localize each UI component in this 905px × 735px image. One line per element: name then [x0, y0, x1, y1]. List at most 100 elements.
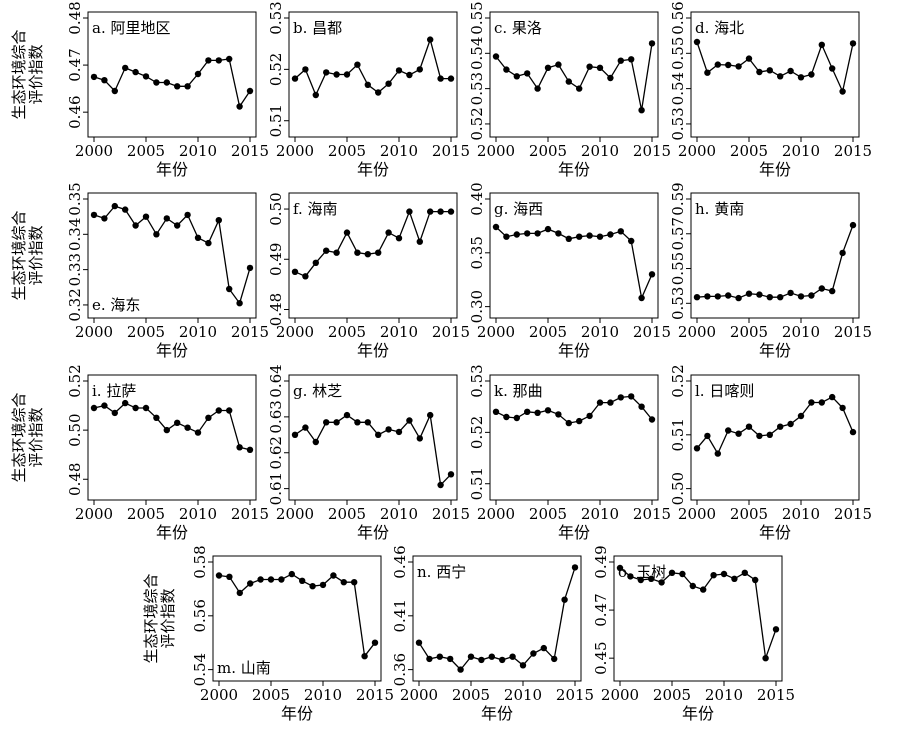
y-axis-label-line: 评价指数 [159, 588, 177, 648]
series-line [218, 573, 376, 658]
data-point [555, 61, 562, 68]
y-tick-label: 0.46 [66, 95, 84, 128]
data-point [745, 290, 753, 297]
data-point [333, 71, 340, 78]
y-tick-label: 0.56 [191, 599, 209, 632]
data-point [375, 431, 382, 438]
data-point [333, 249, 340, 256]
data-point [668, 569, 676, 576]
data-point [565, 419, 572, 427]
x-tick-label: 2000 [75, 323, 113, 341]
data-point [829, 65, 836, 72]
data-point [309, 583, 316, 590]
y-tick-label: 0.40 [468, 182, 486, 215]
data-point [226, 55, 233, 63]
panel-title: a. 阿里地区 [92, 19, 170, 37]
data-point [693, 445, 701, 452]
data-point [693, 294, 701, 301]
data-point [565, 235, 572, 242]
data-point [406, 417, 413, 424]
data-point [174, 83, 181, 90]
data-point [447, 75, 455, 82]
data-point [427, 208, 434, 215]
y-tick-label: 0.52 [468, 107, 486, 140]
data-point [457, 666, 464, 673]
x-tick-label: 2010 [782, 142, 820, 160]
data-point [524, 408, 531, 415]
y-tick-label: 0.46 [391, 545, 409, 578]
data-point [596, 64, 604, 72]
data-point [607, 74, 614, 82]
data-point [829, 393, 836, 401]
data-point [246, 87, 254, 95]
x-tick-label: 2010 [380, 505, 418, 523]
data-point [534, 409, 541, 416]
plot-frame [288, 192, 458, 319]
data-point [544, 225, 552, 233]
data-point [111, 409, 119, 417]
data-point [215, 407, 222, 414]
data-point [492, 408, 500, 415]
data-point [638, 107, 645, 114]
x-tick-label: 2005 [529, 142, 567, 160]
data-point [343, 411, 351, 419]
panel-title: g. 林芝 [293, 382, 342, 400]
data-point [638, 294, 645, 302]
y-tick-label: 0.50 [267, 192, 285, 225]
data-point [330, 572, 337, 579]
data-point [777, 294, 784, 301]
data-point [720, 570, 728, 578]
plot-frame [690, 374, 860, 501]
data-point [406, 208, 413, 215]
data-point [648, 575, 655, 582]
x-axis-label: 年份 [481, 704, 513, 723]
data-point [808, 399, 815, 406]
y-tick-label: 0.49 [592, 545, 610, 578]
data-point [787, 420, 794, 428]
data-point [184, 83, 191, 90]
series-line [93, 402, 251, 451]
plot-frame [690, 11, 860, 138]
data-point [153, 231, 160, 238]
x-tick-label: 2005 [730, 142, 768, 160]
x-tick-label: 2015 [757, 686, 795, 704]
x-tick-label: 2015 [633, 505, 671, 523]
series-line [696, 224, 854, 299]
data-point [395, 67, 403, 74]
data-point [571, 564, 579, 571]
data-point [555, 230, 562, 237]
data-point [101, 215, 108, 222]
data-point [565, 78, 572, 85]
data-point [524, 70, 531, 77]
data-point [351, 579, 358, 586]
y-tick-label: 0.51 [468, 467, 486, 500]
data-point [586, 412, 593, 420]
y-tick-label: 0.35 [468, 236, 486, 269]
x-axis-label: 年份 [357, 523, 389, 542]
y-tick-label: 0.64 [267, 364, 285, 397]
data-point [714, 293, 721, 300]
data-point [194, 234, 202, 241]
panel-title: o. 玉树 [618, 563, 666, 581]
data-point [849, 428, 857, 436]
data-point [354, 61, 361, 68]
series-line [93, 58, 251, 109]
plot-frame [87, 192, 257, 319]
data-point [808, 71, 815, 78]
series-line [495, 395, 653, 424]
data-point [416, 435, 423, 442]
data-point [513, 73, 520, 80]
data-point [586, 63, 593, 70]
y-tick-label: 0.35 [66, 182, 84, 215]
data-point [343, 71, 351, 78]
x-tick-label: 2005 [452, 686, 490, 704]
data-point [648, 416, 656, 423]
x-tick-label: 2015 [432, 505, 470, 523]
data-point [153, 414, 160, 421]
data-point [375, 249, 382, 256]
data-point [184, 211, 191, 219]
data-point [714, 450, 721, 457]
y-axis-label: 生态环境综合 评价指数 [10, 210, 45, 300]
data-point [617, 394, 624, 401]
data-point [818, 285, 825, 292]
